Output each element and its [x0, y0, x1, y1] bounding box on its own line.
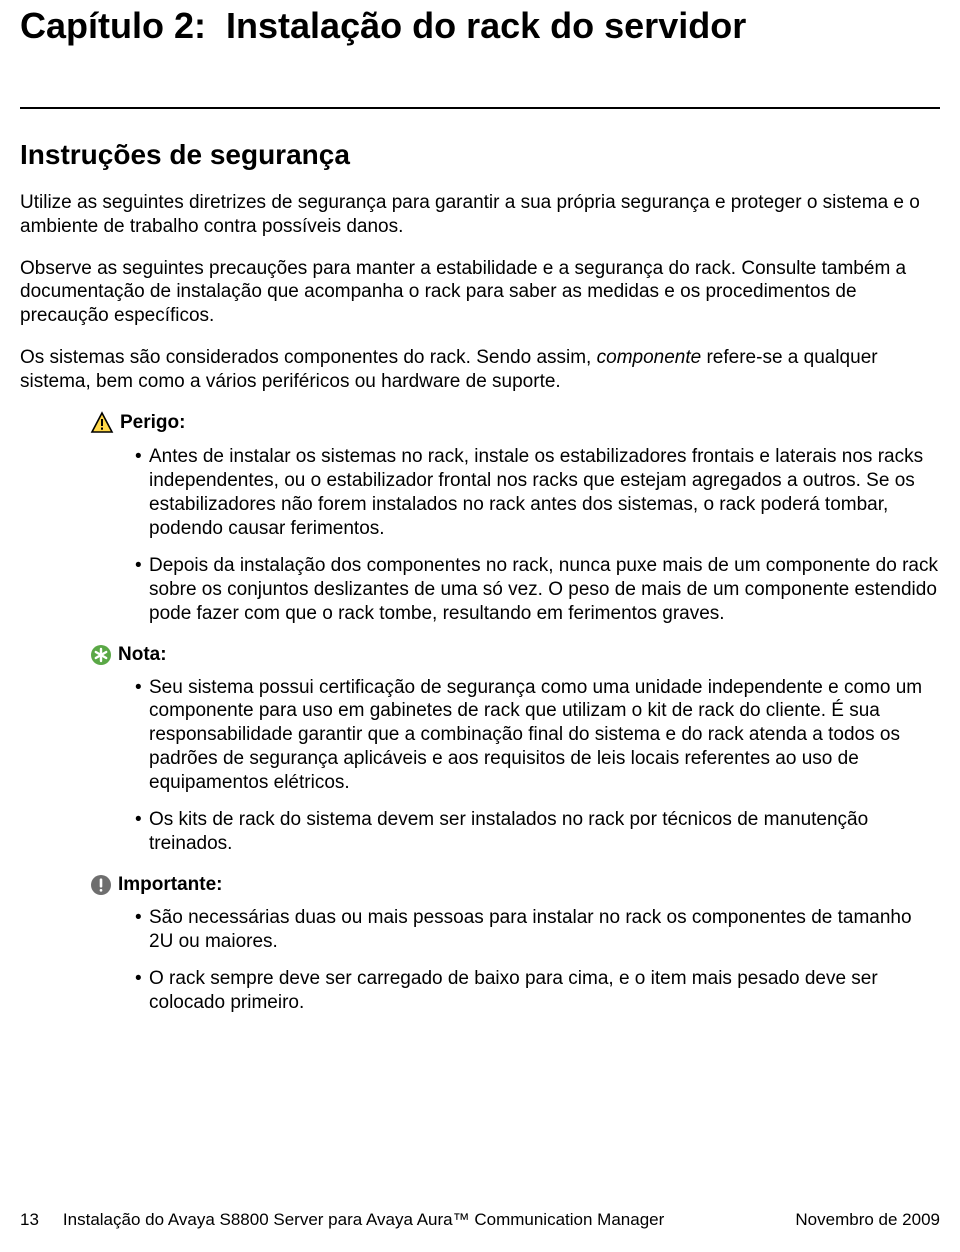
section-heading: Instruções de segurança	[20, 139, 940, 171]
page-number: 13	[20, 1210, 39, 1230]
paragraph-text: Os sistemas são considerados componentes…	[20, 347, 597, 368]
chapter-heading: Capítulo 2: Instalação do rack do servid…	[20, 0, 940, 47]
chapter-title-text: Instalação do rack do servidor	[226, 5, 746, 46]
warning-triangle-icon	[90, 411, 114, 435]
paragraph: Os sistemas são considerados componentes…	[20, 346, 940, 394]
note-list: Seu sistema possui certificação de segur…	[135, 676, 940, 856]
footer-date: Novembro de 2009	[795, 1210, 940, 1230]
footer-title: Instalação do Avaya S8800 Server para Av…	[63, 1210, 795, 1230]
important-list: São necessárias duas ou mais pessoas par…	[135, 906, 940, 1015]
note-label: Nota:	[118, 644, 167, 666]
italic-term: componente	[597, 347, 702, 368]
note-callout: Nota:	[90, 644, 940, 666]
list-item: São necessárias duas ou mais pessoas par…	[135, 906, 940, 954]
paragraph: Utilize as seguintes diretrizes de segur…	[20, 191, 940, 239]
list-item: Depois da instalação dos componentes no …	[135, 554, 940, 625]
chapter-label: Capítulo 2:	[20, 5, 206, 46]
list-item: Antes de instalar os sistemas no rack, i…	[135, 445, 940, 540]
danger-callout: Perigo:	[90, 411, 940, 435]
asterisk-circle-icon	[90, 644, 112, 666]
list-item: O rack sempre deve ser carregado de baix…	[135, 967, 940, 1015]
exclamation-circle-icon	[90, 874, 112, 896]
important-label: Importante:	[118, 874, 223, 896]
danger-list: Antes de instalar os sistemas no rack, i…	[135, 445, 940, 625]
page-footer: 13 Instalação do Avaya S8800 Server para…	[20, 1210, 940, 1230]
list-item: Os kits de rack do sistema devem ser ins…	[135, 808, 940, 856]
list-item: Seu sistema possui certificação de segur…	[135, 676, 940, 795]
important-callout: Importante:	[90, 874, 940, 896]
danger-label: Perigo:	[120, 412, 185, 434]
document-page: Capítulo 2: Instalação do rack do servid…	[0, 0, 960, 1252]
horizontal-rule	[20, 107, 940, 109]
paragraph: Observe as seguintes precauções para man…	[20, 257, 940, 328]
